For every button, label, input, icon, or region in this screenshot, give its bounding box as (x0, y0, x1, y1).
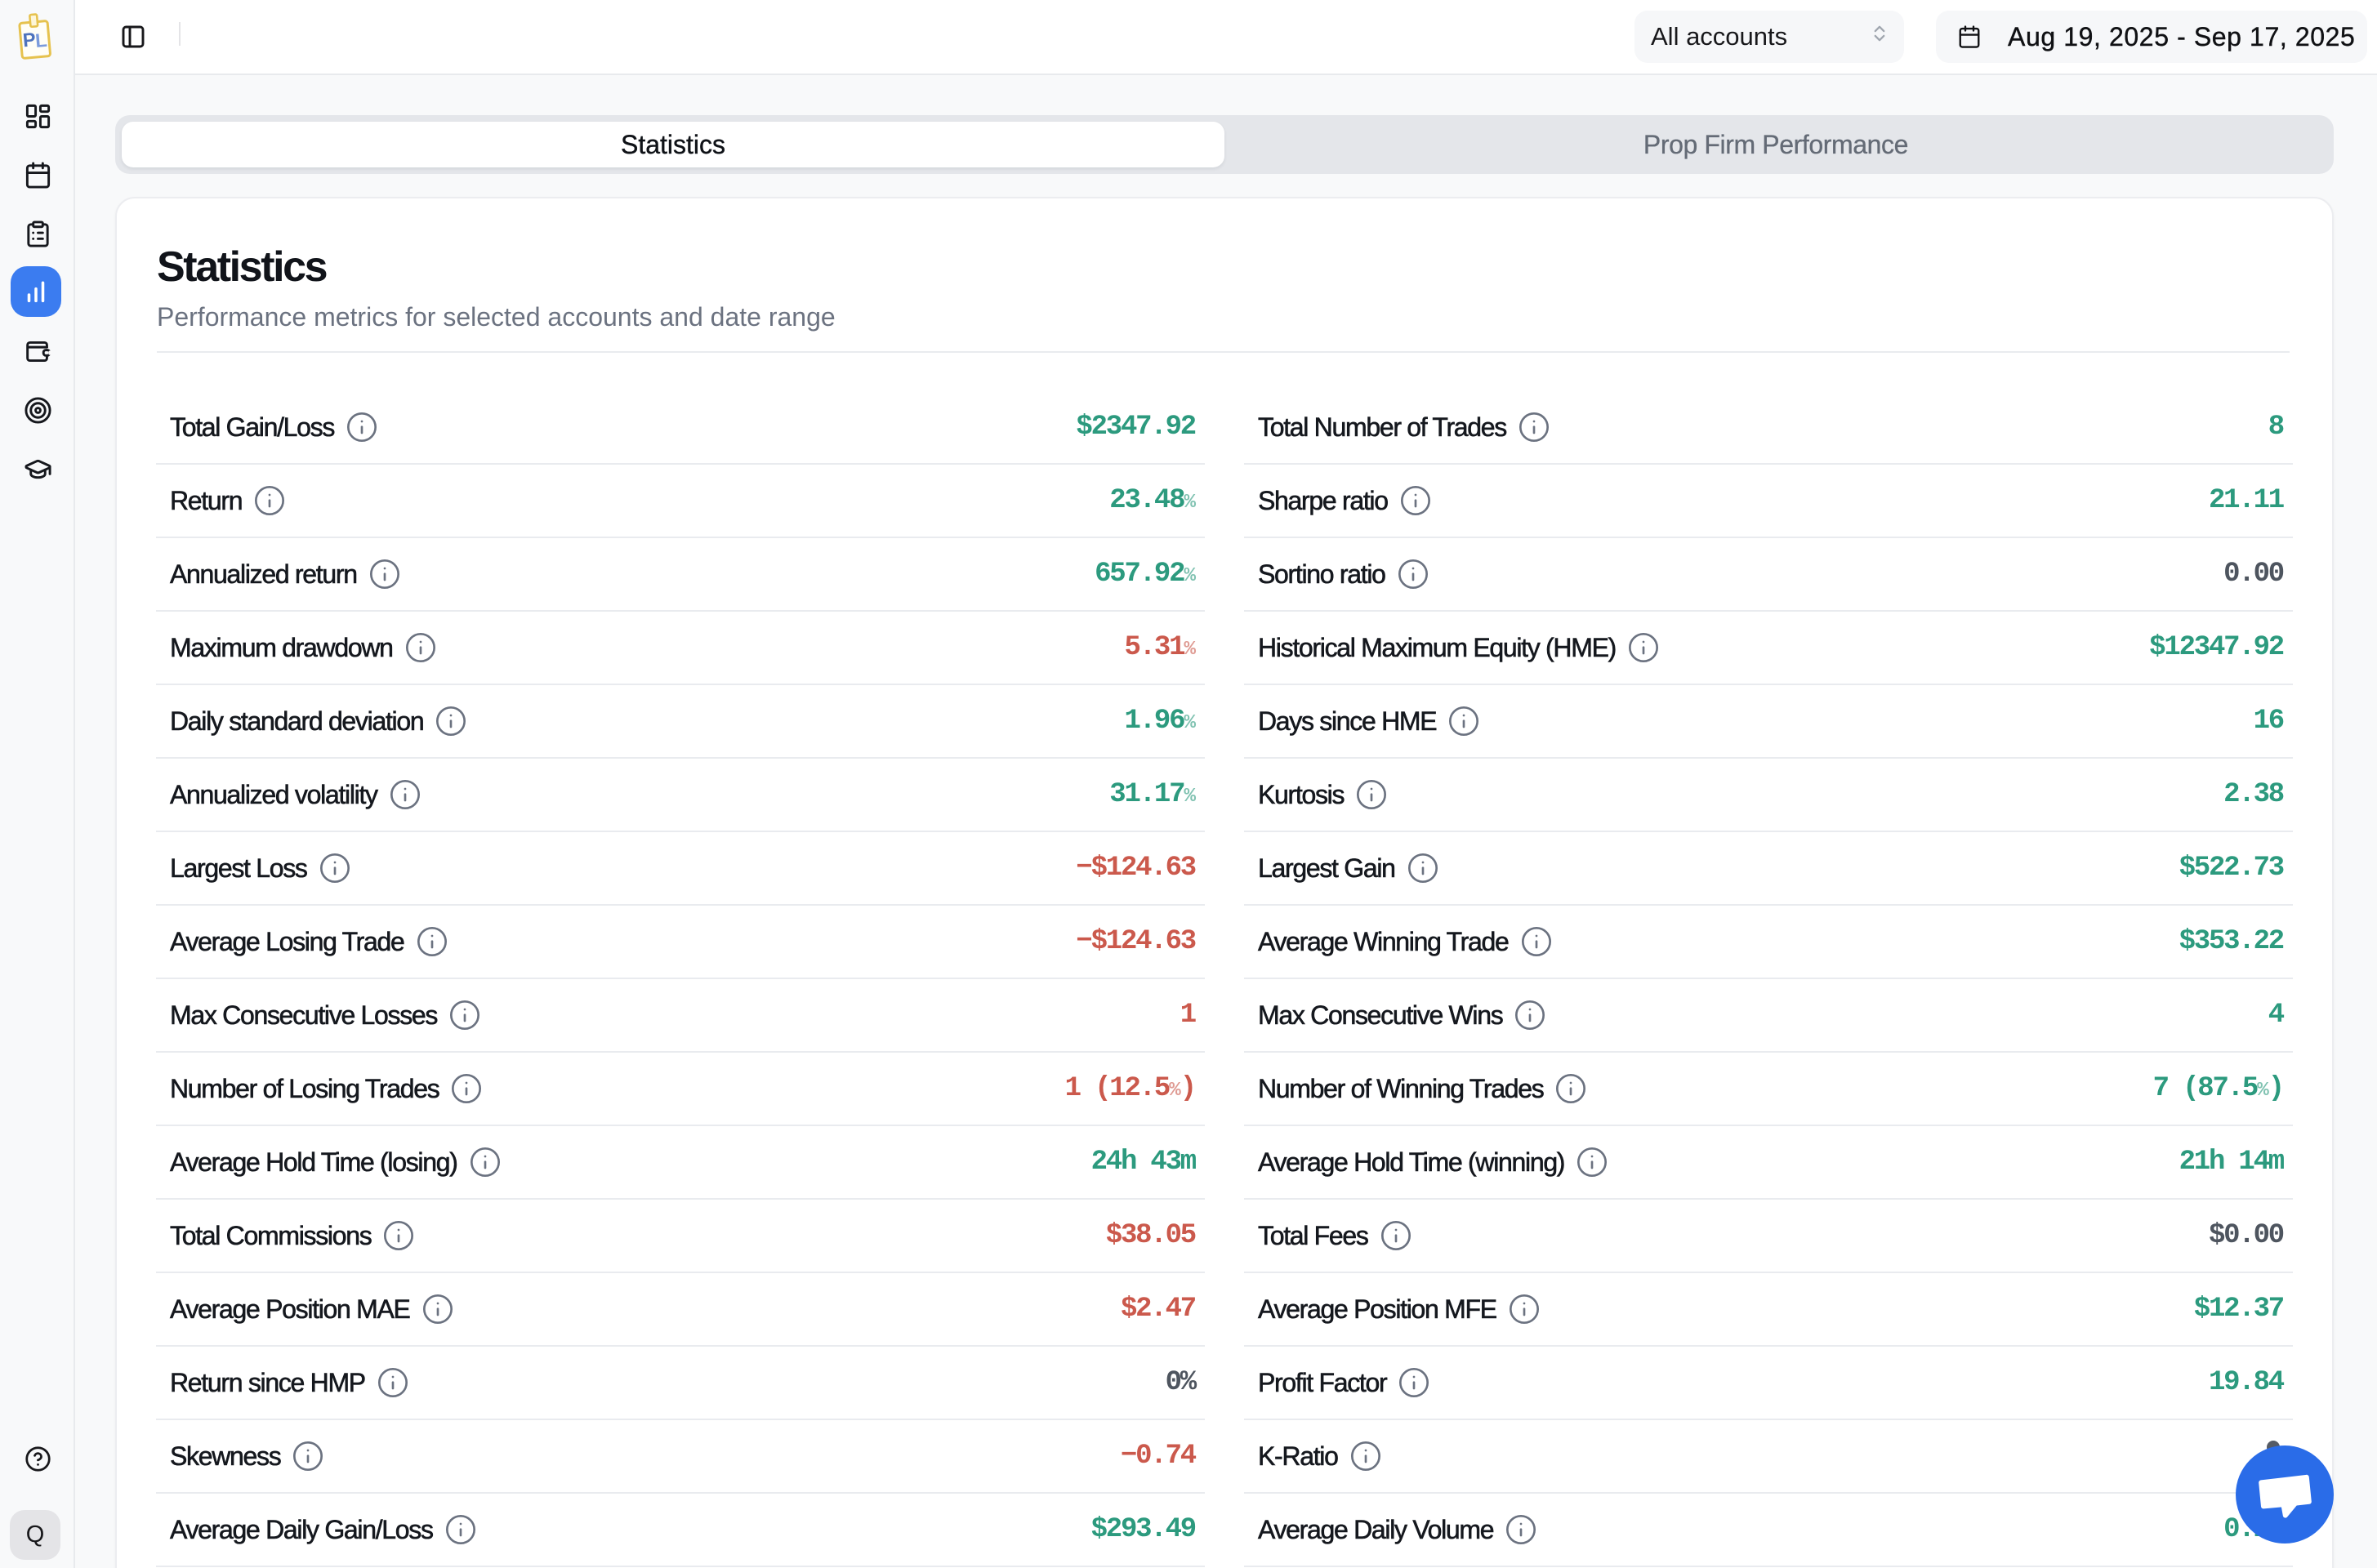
svg-text:P: P (22, 29, 37, 51)
svg-text:L: L (34, 30, 48, 52)
